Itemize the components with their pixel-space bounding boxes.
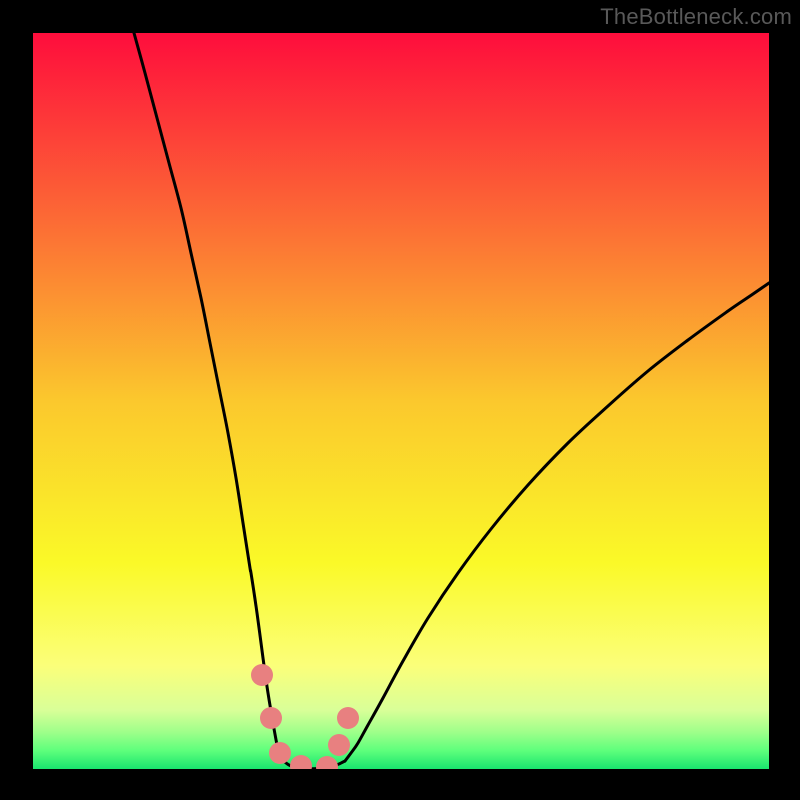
valley-marker (251, 664, 273, 686)
valley-marker (328, 734, 350, 756)
chart-background (33, 33, 769, 769)
valley-marker (337, 707, 359, 729)
watermark-label: TheBottleneck.com (600, 4, 792, 30)
valley-marker (260, 707, 282, 729)
valley-marker (269, 742, 291, 764)
bottleneck-chart (33, 33, 769, 769)
